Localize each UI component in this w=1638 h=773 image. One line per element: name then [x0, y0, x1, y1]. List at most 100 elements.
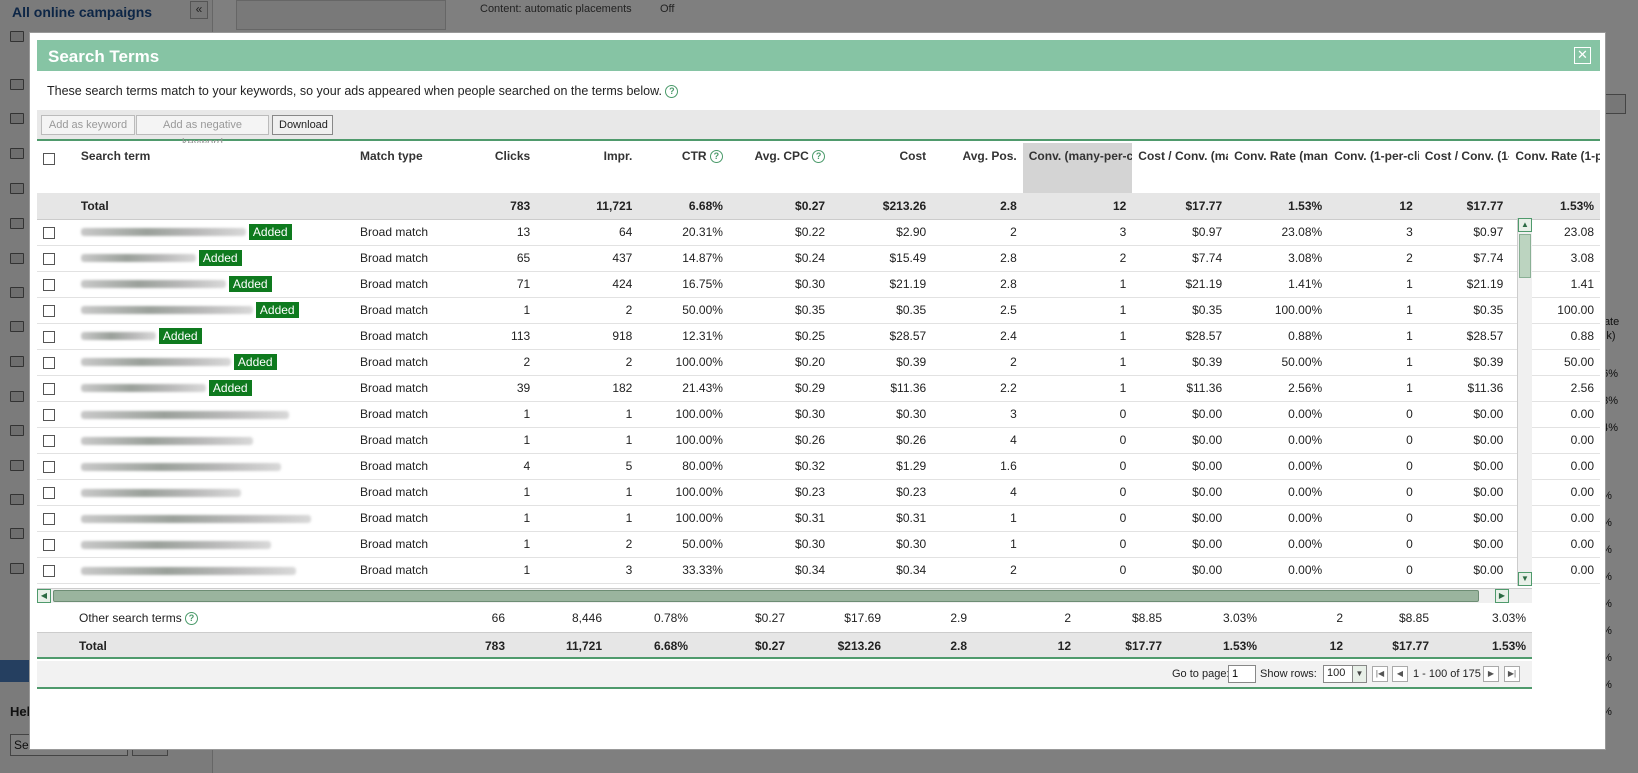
add-as-negative-keyword-button[interactable]: Add as negative keyword [136, 115, 269, 149]
row-checkbox[interactable] [43, 252, 55, 265]
match-type-cell: Broad match [354, 271, 460, 298]
column-header-avg-cpc[interactable]: Avg. CPC ? [728, 143, 832, 193]
next-page-icon[interactable]: ▶ [1483, 666, 1499, 682]
conv-rate-many-cell: 0.00% [1228, 531, 1329, 558]
ctr-cell: 100.00% [638, 427, 729, 454]
go-to-page-label: Go to page: [1172, 668, 1230, 680]
column-header-impr[interactable]: Impr. [536, 143, 639, 193]
avg-pos-cell: 1.6 [932, 453, 1023, 480]
chevron-down-icon[interactable]: ▼ [1352, 666, 1366, 682]
total-avg-cpc: $0.27 [728, 193, 832, 220]
scroll-up-icon[interactable]: ▲ [1518, 218, 1532, 232]
horizontal-scrollbar[interactable]: ◀ ▶ [37, 588, 1532, 603]
total-conv-rate-one: 1.53% [1509, 193, 1600, 220]
column-header-cost-conv-many[interactable]: Cost / Conv. (many-per-click) ? [1132, 143, 1229, 193]
row-checkbox[interactable] [43, 304, 55, 317]
row-checkbox[interactable] [43, 382, 55, 395]
cost-cell: $15.49 [831, 245, 933, 272]
total-conv-many: 12 [1022, 193, 1133, 220]
conv-rate-many-cell: 0.00% [1228, 453, 1329, 480]
match-type-cell: Broad match [354, 219, 460, 246]
table-row[interactable]: Broad match 1 1 100.00% $0.31 $0.31 1 0 $0.00 0.0… [37, 505, 1600, 532]
row-select-cell [37, 219, 75, 246]
scroll-down-icon[interactable]: ▼ [1518, 572, 1532, 586]
row-checkbox[interactable] [43, 408, 55, 421]
scroll-left-icon[interactable]: ◀ [37, 589, 51, 603]
scroll-thumb[interactable] [1519, 234, 1531, 278]
table-row[interactable]: Broad match 1 1 100.00% $0.23 $0.23 4 0 $0.00 0.0… [37, 479, 1600, 506]
column-header-conv-rate-many[interactable]: Conv. Rate (many-per-click) ? [1228, 143, 1329, 193]
column-header-cost-conv-one[interactable]: Cost / Conv. (1-per-click) ? [1418, 143, 1510, 193]
row-checkbox[interactable] [43, 356, 55, 369]
help-icon[interactable]: ? [709, 150, 723, 164]
table-row[interactable]: Broad match 1 3 33.33% $0.34 $0.34 2 0 $0.00 0.00… [37, 557, 1600, 584]
row-checkbox[interactable] [43, 564, 55, 577]
table-row[interactable]: Added Broad match 13 64 20.31% $0.22 $2.90 2 3 $0… [37, 219, 1600, 246]
row-checkbox[interactable] [43, 278, 55, 291]
row-checkbox[interactable] [43, 434, 55, 447]
table-row[interactable]: Added Broad match 39 182 21.43% $0.29 $11.36 2.… [37, 375, 1600, 402]
clicks-cell: 2 [459, 349, 537, 376]
help-icon[interactable]: ? [665, 85, 679, 99]
cost-cell: $0.26 [831, 427, 933, 454]
cost-conv-one-label: Cost / Conv. (1-per-click) [1424, 149, 1510, 163]
scroll-right-icon[interactable]: ▶ [1495, 589, 1509, 603]
redacted-search-term [80, 514, 311, 523]
vertical-scrollbar[interactable]: ▲ ▼ [1517, 218, 1532, 586]
table-row[interactable]: Added Broad match 2 2 100.00% $0.20 $0.39 2 1 $0.… [37, 349, 1600, 376]
table-row[interactable]: Broad match 4 5 80.00% $0.32 $1.29 1.6 0 $0.00 0.… [37, 453, 1600, 480]
table-row[interactable]: Broad match 1 1 100.00% $0.30 $0.30 3 0 $0.00 0.0… [37, 401, 1600, 428]
page-number-input[interactable] [1228, 665, 1256, 683]
total-clicks: 783 [459, 193, 537, 220]
table-row[interactable]: Broad match 1 2 50.00% $0.30 $0.30 1 0 $0.00 0.00… [37, 531, 1600, 558]
table-row[interactable]: Added Broad match 113 918 12.31% $0.25 $28.57 2… [37, 323, 1600, 350]
row-checkbox[interactable] [43, 460, 55, 473]
rows-per-page-select[interactable]: 100 ▼ [1323, 665, 1367, 683]
footer-cost-conv-one: $17.77 [1392, 639, 1429, 653]
table-row[interactable]: Added Broad match 1 2 50.00% $0.35 $0.35 2.5 1 $0… [37, 297, 1600, 324]
conv-rate-many-cell: 100.00% [1228, 297, 1329, 324]
select-all-checkbox[interactable] [43, 152, 55, 165]
column-header-search-term[interactable]: Search term [74, 143, 354, 193]
column-header-ctr[interactable]: CTR ? [638, 143, 729, 193]
help-icon[interactable]: ? [812, 150, 826, 164]
row-checkbox[interactable] [43, 512, 55, 525]
row-select-cell [37, 531, 75, 558]
cost-conv-many-cell: $0.00 [1132, 401, 1229, 428]
row-select-cell [37, 245, 75, 272]
row-checkbox[interactable] [43, 486, 55, 499]
conv-rate-many-cell: 0.00% [1228, 505, 1329, 532]
table-row[interactable]: Broad match 1 1 100.00% $0.26 $0.26 4 0 $0.00 0.0… [37, 427, 1600, 454]
row-checkbox[interactable] [43, 330, 55, 343]
download-button[interactable]: Download [272, 115, 333, 135]
column-header-conv-many[interactable]: Conv. (many-per-click) ? ↓ [1022, 143, 1133, 193]
column-header-match-type[interactable]: Match type [354, 143, 460, 193]
previous-page-icon[interactable]: ◀ [1392, 666, 1408, 682]
last-page-icon[interactable]: ▶| [1504, 666, 1520, 682]
row-checkbox[interactable] [43, 226, 55, 239]
cost-conv-many-cell: $0.00 [1132, 505, 1229, 532]
clicks-cell: 4 [459, 453, 537, 480]
first-page-icon[interactable]: |◀ [1372, 666, 1388, 682]
column-header-clicks[interactable]: Clicks [459, 143, 537, 193]
clicks-cell: 1 [459, 505, 537, 532]
impr-cell: 182 [536, 375, 639, 402]
help-icon[interactable]: ? [185, 612, 199, 626]
column-header-conv-one[interactable]: Conv. (1-per-click) ? [1328, 143, 1419, 193]
column-header-conv-rate-one[interactable]: Conv. Rate (1-per-click) ? [1509, 143, 1600, 193]
close-icon[interactable]: ✕ [1574, 47, 1591, 64]
table-row[interactable]: Added Broad match 71 424 16.75% $0.30 $21.19 2.… [37, 271, 1600, 298]
conv-one-cell: 0 [1328, 479, 1419, 506]
total-cell [37, 193, 75, 220]
avg-pos-cell: 1 [932, 505, 1023, 532]
column-header-cost[interactable]: Cost [831, 143, 933, 193]
add-as-keyword-button[interactable]: Add as keyword [41, 115, 135, 135]
column-header-avg-pos[interactable]: Avg. Pos. [932, 143, 1023, 193]
cost-conv-one-cell: $21.19 [1418, 271, 1510, 298]
footer-total-label: Total [79, 639, 107, 653]
table-row[interactable]: Added Broad match 65 437 14.87% $0.24 $15.49 2.… [37, 245, 1600, 272]
row-checkbox[interactable] [43, 538, 55, 551]
page-range-text: 1 - 100 of 175 [1413, 668, 1481, 680]
added-badge: Added [198, 250, 242, 266]
horizontal-scroll-thumb[interactable] [53, 590, 1479, 602]
